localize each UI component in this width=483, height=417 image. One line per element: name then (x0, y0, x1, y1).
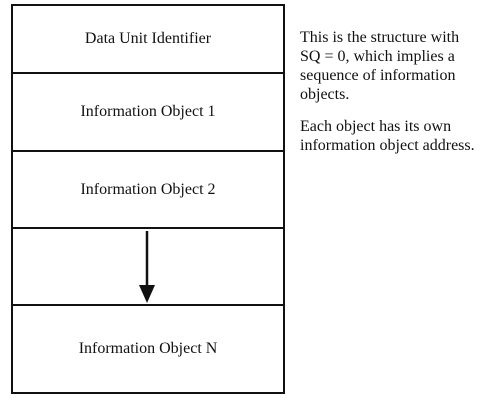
continuation-block (13, 229, 283, 304)
side-notes: This is the structure with SQ = 0, which… (300, 28, 483, 168)
data-unit-identifier-block: Data Unit Identifier (13, 6, 283, 72)
block-divider (13, 150, 283, 152)
information-object-1-label: Information Object 1 (80, 103, 216, 120)
structure-stack: Data Unit Identifier Information Object … (11, 4, 285, 394)
block-divider (13, 227, 283, 229)
block-divider (13, 72, 283, 74)
information-object-n-block: Information Object N (13, 306, 283, 392)
information-object-2-block: Information Object 2 (13, 152, 283, 227)
down-arrow-icon (139, 231, 155, 303)
information-object-n-label: Information Object N (78, 340, 218, 357)
information-object-1-block: Information Object 1 (13, 74, 283, 150)
block-divider (13, 304, 283, 306)
information-object-2-label: Information Object 2 (80, 180, 216, 198)
data-unit-identifier-label: Data Unit Identifier (84, 30, 212, 47)
structure-note: This is the structure with SQ = 0, which… (300, 29, 460, 103)
address-note: Each object has its own information obje… (300, 118, 475, 154)
